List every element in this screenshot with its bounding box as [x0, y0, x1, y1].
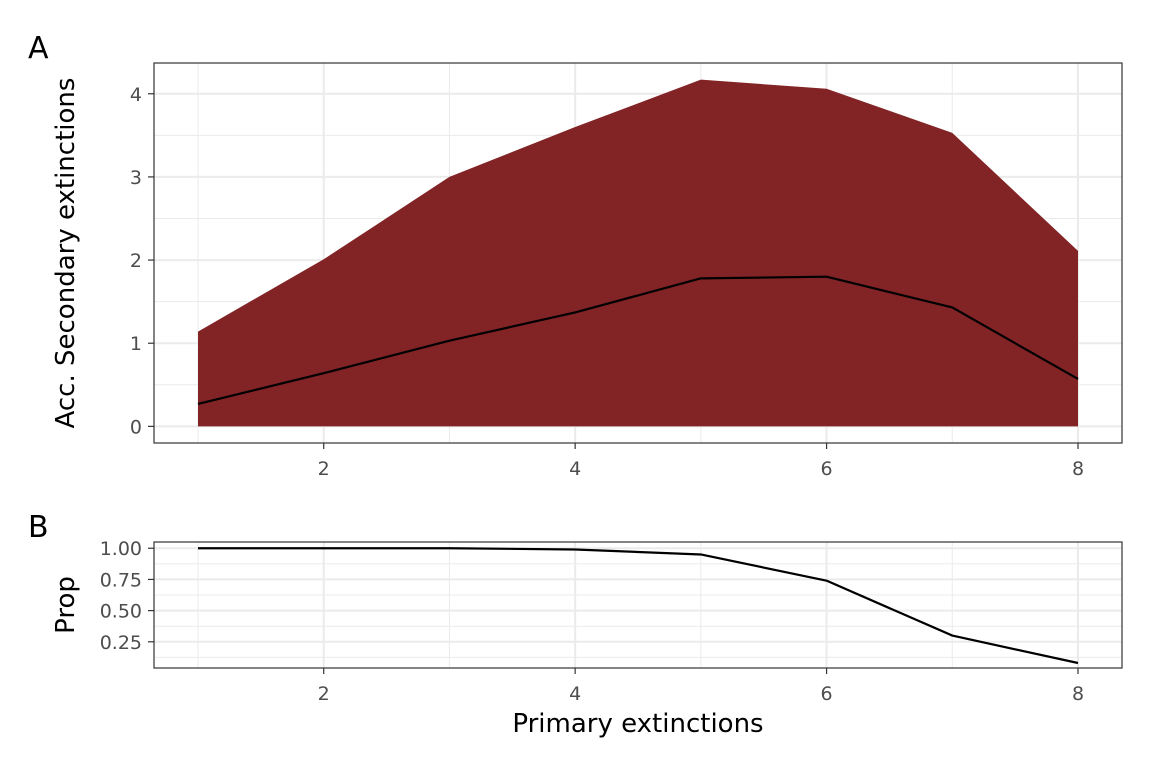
y-tick-label: 0 [130, 416, 142, 438]
y-axis-title: Acc. Secondary extinctions [51, 78, 81, 429]
confidence-ribbon [198, 79, 1078, 427]
x-tick-label: 4 [569, 683, 581, 705]
mean-line [197, 275, 1079, 405]
x-tick-label: 4 [569, 458, 581, 480]
panel-tag-label: B [28, 510, 49, 545]
x-tick-label: 6 [821, 683, 833, 705]
panel-b: 2 4 6 8 0.25 0.50 0.75 1.00 Prop Primary extincti… [28, 510, 1123, 739]
plot-frame [153, 541, 1123, 669]
y-tick-label: 3 [130, 167, 142, 189]
x-tick-label: 8 [1072, 683, 1084, 705]
y-tick-label: 1 [130, 333, 142, 355]
y-tick-label: 0.75 [100, 569, 142, 591]
y-tick-label: 4 [130, 84, 142, 106]
x-tick-label: 2 [318, 683, 330, 705]
plot-frame [153, 62, 1123, 444]
proportion-line [198, 547, 1079, 665]
x-tick-label: 2 [318, 458, 330, 480]
x-tick-label: 6 [821, 458, 833, 480]
y-tick-label: 0.50 [100, 601, 142, 623]
y-axis-title: Prop [51, 576, 81, 634]
x-tick-label: 8 [1072, 458, 1084, 480]
y-tick-label: 2 [130, 250, 142, 272]
y-tick-label: 0.25 [100, 632, 142, 654]
panel-tag-label: A [28, 31, 49, 66]
x-axis-title: Primary extinctions [512, 709, 763, 739]
y-tick-label: 1.00 [100, 538, 142, 560]
